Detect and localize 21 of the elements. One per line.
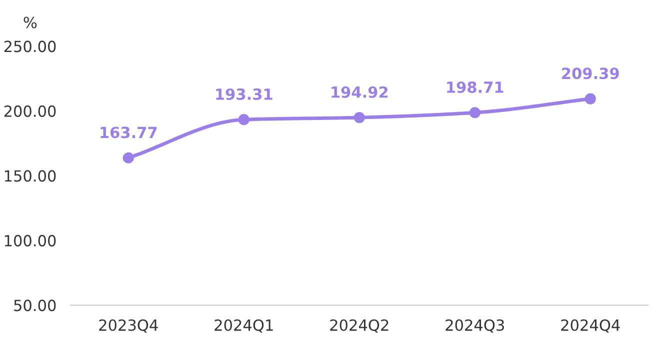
y-tick-label: 150.00 xyxy=(4,170,56,182)
data-label: 209.39 xyxy=(562,68,619,80)
x-tick-label: 2024Q2 xyxy=(330,319,388,333)
point xyxy=(122,152,134,164)
y-tick-label: 250.00 xyxy=(4,40,56,52)
y-tick-label: 50.00 xyxy=(14,300,56,312)
data-label: 163.77 xyxy=(100,126,157,138)
y-tick-label: 200.00 xyxy=(4,105,56,117)
y-tick-label: 100.00 xyxy=(4,234,56,246)
x-tick-label: 2024Q1 xyxy=(214,319,273,333)
x-tick-label: 2023Q4 xyxy=(99,319,158,333)
point xyxy=(238,114,250,126)
x-tick-label: 2024Q3 xyxy=(446,319,504,333)
data-label: 198.71 xyxy=(447,81,504,93)
data-label: 193.31 xyxy=(216,88,272,100)
point xyxy=(584,93,596,104)
x-tick-label: 2024Q4 xyxy=(561,319,620,333)
y-axis-title: % xyxy=(24,16,37,28)
point xyxy=(354,112,365,124)
point xyxy=(469,107,480,118)
data-label: 194.92 xyxy=(332,86,388,98)
